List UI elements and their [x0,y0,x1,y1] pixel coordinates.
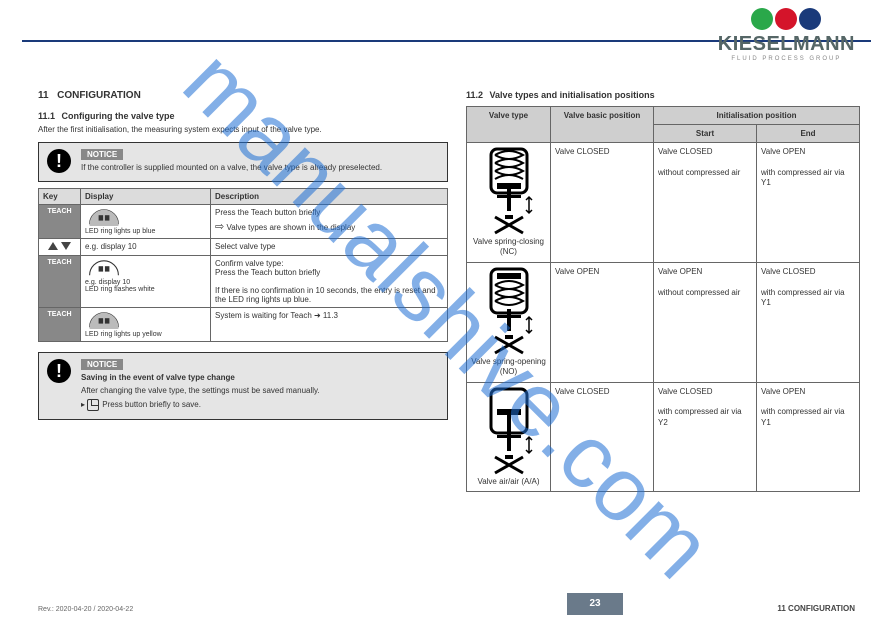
desc-line: Valve types are shown in the display [226,223,355,232]
display-note: e.g. display 10 LED ring flashes white [85,279,206,293]
valve-table: Valve type Valve basic position Initiali… [466,106,860,492]
valve-start: Valve OPEN without compressed air [654,262,757,382]
subsection-number: 11.2 [466,90,483,100]
arrow-icon: ⇨ [215,221,224,233]
cell-desc: Confirm valve type: Press the Teach butt… [211,256,448,308]
arrow-down-icon [61,242,71,250]
desc-line: Press the Teach button briefly [215,208,443,217]
left-column: 11 CONFIGURATION 11.1 Configuring the va… [38,90,448,420]
brand-dot [786,8,797,30]
brand-dot [762,8,773,30]
gauge-icon [85,311,123,329]
subsection-heading: 11.1 Configuring the valve type [38,111,448,121]
key-teach: TEACH [39,256,81,308]
gauge-icon [85,259,123,277]
display-note: LED ring lights up blue [85,228,206,235]
valve-basic: Valve CLOSED [551,382,654,491]
notice-heading: Saving in the event of valve type change [81,373,439,383]
cell-display: LED ring lights up blue [81,205,211,239]
valve-basic: Valve OPEN [551,262,654,382]
notice-line: Press button briefly to save. [102,400,201,409]
cell-display: LED ring lights up yellow [81,308,211,342]
gauge-icon [85,208,123,226]
desc-line: System is waiting for Teach ➜ 11.3 [215,311,338,320]
subsection-desc: After the first initialisation, the meas… [38,125,448,134]
key-teach: TEACH [39,308,81,342]
valve-type-label: Valve spring-closing (NC) [471,237,546,258]
section-title: CONFIGURATION [57,90,141,101]
th-end: End [757,125,860,143]
notice-icon: ! [47,149,71,173]
th-display: Display [81,189,211,205]
brand-name: KIESELMANN [718,33,855,56]
th-start: Start [654,125,757,143]
brand-dot [775,8,786,30]
section-heading: 11 CONFIGURATION [38,90,448,101]
arrow-up-icon [48,242,58,250]
valve-no-icon [481,267,537,355]
valve-type-label: Valve air/air (A/A) [471,477,546,487]
notice-text: ▸ Press button briefly to save. [81,399,439,411]
th-basic-pos: Valve basic position [551,107,654,143]
save-icon [87,399,99,411]
th-init-pos: Initialisation position [654,107,860,125]
notice-label: NOTICE [81,359,123,370]
cell-display: e.g. display 10 LED ring flashes white [81,256,211,308]
brand-tagline: FLUID PROCESS GROUP [718,56,855,62]
footer-rev: Rev.: 2020-04-20 / 2020-04-22 [38,606,855,613]
subsection-title: Valve types and initialisation positions [490,90,655,100]
valve-start: Valve CLOSED with compressed air via Y2 [654,382,757,491]
valve-nc-icon [481,147,537,235]
brand-dots [718,8,855,30]
valve-type-cell: Valve spring-opening (NO) [467,262,551,382]
valve-end: Valve OPEN with compressed air via Y1 [757,382,860,491]
subsection-title: Configuring the valve type [62,111,175,121]
brand-dot [799,8,810,30]
valve-start: Valve CLOSED without compressed air [654,143,757,263]
notice-text: After changing the valve type, the setti… [81,386,439,396]
cell-desc: System is waiting for Teach ➜ 11.3 [211,308,448,342]
notice-label: NOTICE [81,149,123,160]
footer-doc: 11 CONFIGURATION [777,604,855,613]
th-valve-type: Valve type [467,107,551,143]
notice-text: If the controller is supplied mounted on… [81,163,439,173]
brand-dot [810,8,821,30]
th-desc: Description [211,189,448,205]
key-arrows [39,239,81,256]
key-teach: TEACH [39,205,81,239]
subsection-heading: 11.2 Valve types and initialisation posi… [466,90,860,100]
brand-dot [751,8,762,30]
valve-end: Valve CLOSED with compressed air via Y1 [757,262,860,382]
th-key: Key [39,189,81,205]
valve-type-cell: Valve spring-closing (NC) [467,143,551,263]
section-number: 11 [38,90,49,101]
cell-desc: Press the Teach button briefly ⇨ Valve t… [211,205,448,239]
right-column: 11.2 Valve types and initialisation posi… [466,90,860,492]
valve-basic: Valve CLOSED [551,143,654,263]
page-number: 23 [567,593,623,615]
valve-type-cell: Valve air/air (A/A) [467,382,551,491]
cell-display: e.g. display 10 [81,239,211,256]
config-table: Key Display Description TEACH LED ring l… [38,188,448,342]
notice-box: ! NOTICE If the controller is supplied m… [38,142,448,182]
notice-icon: ! [47,359,71,383]
cell-desc: Select valve type [211,239,448,256]
notice-box: ! NOTICE Saving in the event of valve ty… [38,352,448,420]
subsection-number: 11.1 [38,111,55,121]
brand-logo: KIESELMANN FLUID PROCESS GROUP [718,8,855,62]
valve-aa-icon [481,387,537,475]
display-note: LED ring lights up yellow [85,331,206,338]
valve-end: Valve OPEN with compressed air via Y1 [757,143,860,263]
valve-type-label: Valve spring-opening (NO) [471,357,546,378]
